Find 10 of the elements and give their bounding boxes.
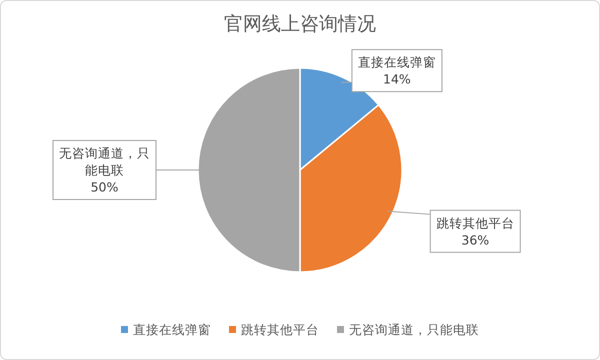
chart-title: 官网线上咨询情况 [224, 13, 376, 35]
slice-label: 跳转其他平台 [436, 215, 514, 230]
data-label: 14% [383, 72, 411, 87]
legend-label: 直接在线弹窗 [133, 322, 211, 337]
data-label: 36% [461, 232, 490, 248]
slice-label: 直接在线弹窗 [358, 54, 436, 70]
slice-label: 无咨询通道，只能电联 [59, 146, 150, 178]
legend-label: 跳转其他平台 [241, 322, 319, 337]
data-label: 50% [90, 180, 119, 194]
legend-label: 无咨询通道，只能电联 [349, 322, 479, 337]
